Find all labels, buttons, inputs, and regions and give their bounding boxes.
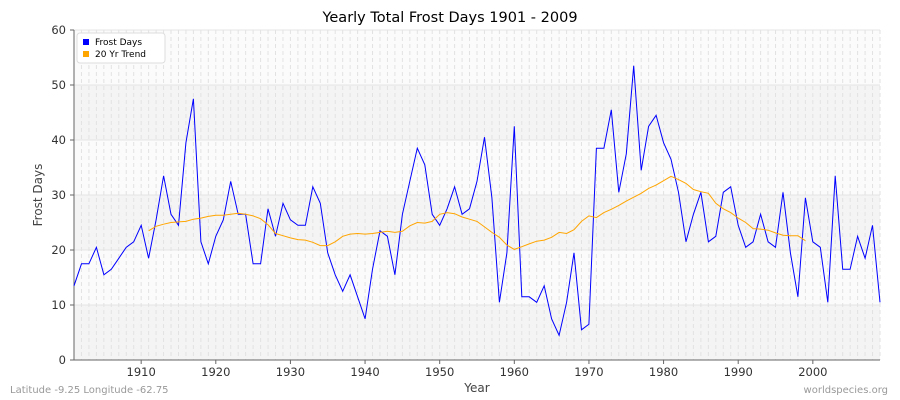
chart-title: Yearly Total Frost Days 1901 - 2009 <box>321 10 577 26</box>
legend: Frost Days 20 Yr Trend <box>76 32 166 64</box>
legend-label-trend: 20 Yr Trend <box>95 50 146 60</box>
legend-label-frost-days: Frost Days <box>95 38 142 48</box>
y-tick-label: 0 <box>59 353 66 367</box>
y-axis-label: Frost Days <box>31 164 45 227</box>
x-tick-label: 1990 <box>724 365 753 379</box>
x-tick-label: 1980 <box>649 365 678 379</box>
x-tick-label: 2000 <box>798 365 827 379</box>
x-tick-label: 1970 <box>574 365 603 379</box>
x-tick-label: 1930 <box>276 365 305 379</box>
y-tick-label: 20 <box>51 243 66 257</box>
x-tick-label: 1950 <box>425 365 454 379</box>
legend-swatch-frost-days <box>83 39 89 45</box>
legend-swatch-trend <box>83 51 89 57</box>
x-tick-label: 1920 <box>201 365 230 379</box>
y-tick-label: 30 <box>51 188 66 202</box>
trend-line <box>148 175 806 250</box>
x-tick-label: 1960 <box>500 365 529 379</box>
footer-source: worldspecies.org <box>803 385 888 396</box>
x-axis-label: Year <box>463 381 489 395</box>
x-tick-label: 1910 <box>127 365 156 379</box>
y-tick-label: 40 <box>51 133 66 147</box>
x-tick-label: 1940 <box>350 365 379 379</box>
y-tick-label: 10 <box>51 298 66 312</box>
y-tick-label: 60 <box>51 23 66 37</box>
frost-days-line <box>73 65 881 337</box>
footer-location: Latitude -9.25 Longitude -62.75 <box>10 385 169 396</box>
y-tick-label: 50 <box>51 78 66 92</box>
